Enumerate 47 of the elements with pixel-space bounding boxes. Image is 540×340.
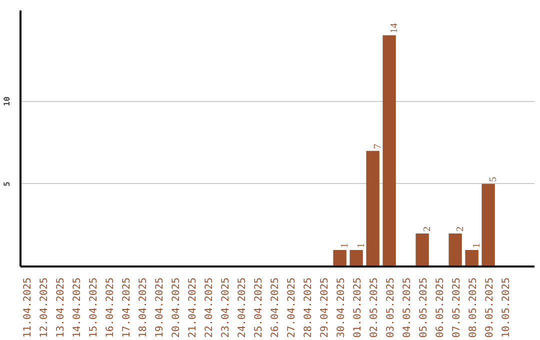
x-tick-label: 08.05.2025	[468, 277, 479, 338]
data-label: 7	[372, 144, 384, 149]
x-tick-label: 18.04.2025	[138, 277, 149, 338]
bar	[350, 250, 363, 266]
x-tick-label: 23.04.2025	[220, 277, 232, 338]
x-tick-label: 21.04.2025	[187, 277, 198, 338]
x-tick-label: 01.05.2025	[352, 277, 364, 338]
x-tick-label: 15.04.2025	[88, 277, 100, 338]
x-tick-label: 22.04.2025	[204, 277, 215, 338]
x-tick-label: 19.04.2025	[154, 277, 166, 338]
x-tick-label: 29.04.2025	[319, 277, 330, 338]
x-tick-label: 03.05.2025	[385, 277, 396, 338]
data-label: 1	[339, 242, 350, 248]
bar	[448, 233, 462, 266]
data-label: 1	[356, 242, 367, 248]
x-tick-label: 20.04.2025	[170, 277, 182, 338]
x-tick-label: 11.04.2025	[22, 277, 34, 338]
x-tick-label: 04.05.2025	[402, 277, 413, 338]
data-label: 2	[454, 226, 466, 232]
x-tick-label: 26.04.2025	[270, 277, 281, 338]
bar	[416, 233, 429, 266]
x-tick-label: 28.04.2025	[302, 277, 314, 338]
bar	[382, 35, 396, 266]
y-tick-label: 10	[2, 96, 12, 106]
x-tick-label: 06.05.2025	[434, 277, 446, 338]
x-tick-label: 25.04.2025	[253, 277, 264, 338]
x-tick-label: 27.04.2025	[286, 277, 298, 338]
data-label: 14	[388, 23, 400, 34]
x-tick-label: 09.05.2025	[484, 277, 496, 338]
x-tick-label: 07.05.2025	[451, 277, 462, 338]
x-tick-label: 30.04.2025	[336, 277, 347, 338]
x-tick-label: 12.04.2025	[38, 277, 50, 338]
bar	[366, 150, 380, 266]
x-tick-label: 02.05.2025	[368, 277, 380, 338]
data-label: 5	[488, 176, 499, 182]
x-tick-label: 14.04.2025	[72, 277, 83, 338]
x-tick-label: 17.04.2025	[121, 277, 132, 338]
x-tick-label: 16.04.2025	[104, 277, 116, 338]
x-tick-label: 24.04.2025	[236, 277, 248, 338]
data-label: 2	[422, 226, 433, 232]
x-tick-label: 13.04.2025	[55, 277, 66, 338]
data-label: 1	[471, 242, 482, 248]
bar	[482, 184, 495, 266]
bar	[333, 250, 346, 266]
x-tick-label: 10.05.2025	[500, 277, 512, 338]
x-tick-label: 05.05.2025	[418, 277, 430, 338]
bar	[465, 250, 478, 266]
